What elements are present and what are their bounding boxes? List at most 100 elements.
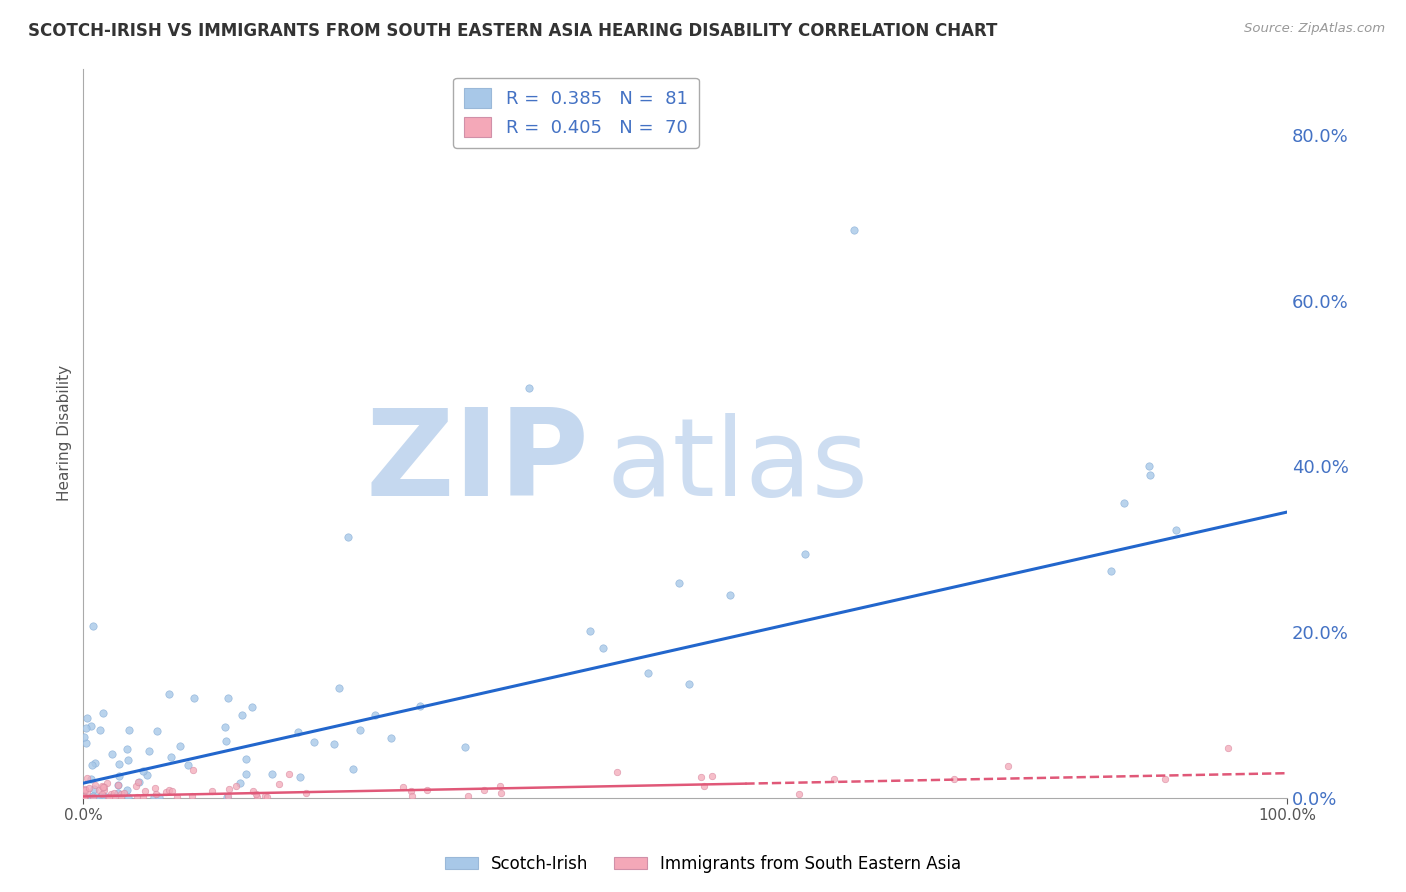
- Point: [148, 790, 170, 805]
- Point: [77, 781, 100, 796]
- Point: [177, 758, 200, 772]
- Point: [201, 784, 224, 798]
- Point: [342, 762, 364, 776]
- Point: [82, 789, 104, 803]
- Point: [94, 790, 117, 805]
- Point: [82, 790, 104, 805]
- Point: [84, 778, 107, 792]
- Point: [157, 687, 180, 701]
- Point: [131, 764, 153, 779]
- Point: [1099, 564, 1122, 578]
- Point: [84, 790, 107, 805]
- Point: [689, 770, 711, 784]
- Point: [842, 223, 865, 237]
- Point: [83, 781, 105, 796]
- Point: [235, 752, 257, 766]
- Point: [127, 775, 149, 789]
- Point: [246, 790, 269, 805]
- Point: [115, 741, 138, 756]
- Point: [79, 772, 101, 786]
- Point: [73, 783, 96, 797]
- Point: [169, 739, 191, 753]
- Point: [155, 785, 177, 799]
- Point: [73, 730, 96, 744]
- Point: [401, 789, 423, 804]
- Text: Source: ZipAtlas.com: Source: ZipAtlas.com: [1244, 22, 1385, 36]
- Point: [89, 790, 111, 805]
- Point: [146, 723, 169, 738]
- Point: [75, 782, 97, 797]
- Point: [134, 784, 156, 798]
- Point: [90, 789, 112, 803]
- Point: [488, 779, 510, 793]
- Point: [183, 691, 205, 706]
- Point: [76, 771, 98, 785]
- Point: [166, 790, 188, 805]
- Point: [93, 782, 115, 797]
- Point: [96, 776, 118, 790]
- Point: [101, 790, 124, 805]
- Point: [592, 640, 614, 655]
- Point: [823, 772, 845, 786]
- Point: [245, 788, 267, 802]
- Point: [401, 784, 423, 798]
- Point: [117, 790, 139, 805]
- Point: [80, 719, 103, 733]
- Legend: R =  0.385   N =  81, R =  0.405   N =  70: R = 0.385 N = 81, R = 0.405 N = 70: [454, 78, 699, 148]
- Point: [73, 790, 96, 805]
- Point: [94, 790, 117, 805]
- Point: [181, 764, 204, 778]
- Point: [132, 790, 155, 805]
- Point: [97, 790, 120, 805]
- Point: [606, 765, 628, 780]
- Point: [472, 782, 495, 797]
- Point: [180, 789, 202, 803]
- Point: [489, 786, 512, 800]
- Point: [143, 781, 166, 796]
- Point: [295, 786, 318, 800]
- Point: [225, 779, 247, 793]
- Text: atlas: atlas: [607, 413, 869, 519]
- Point: [107, 786, 129, 800]
- Point: [328, 681, 350, 696]
- Point: [101, 790, 124, 805]
- Point: [107, 778, 129, 792]
- Point: [91, 780, 114, 794]
- Point: [76, 790, 98, 805]
- Point: [82, 758, 104, 772]
- Point: [128, 775, 150, 789]
- Point: [159, 782, 181, 797]
- Point: [260, 767, 283, 781]
- Point: [103, 785, 125, 799]
- Point: [235, 767, 257, 781]
- Text: ZIP: ZIP: [366, 404, 589, 521]
- Point: [231, 707, 253, 722]
- Y-axis label: Hearing Disability: Hearing Disability: [58, 365, 72, 501]
- Point: [110, 787, 132, 801]
- Point: [391, 780, 413, 794]
- Point: [76, 785, 98, 799]
- Point: [75, 721, 97, 735]
- Point: [143, 790, 166, 805]
- Point: [214, 720, 236, 734]
- Point: [454, 740, 477, 755]
- Point: [80, 790, 103, 805]
- Point: [107, 778, 129, 792]
- Point: [83, 756, 105, 771]
- Point: [408, 698, 430, 713]
- Point: [718, 588, 741, 602]
- Point: [82, 618, 104, 632]
- Point: [73, 790, 96, 805]
- Point: [277, 767, 299, 781]
- Point: [256, 790, 278, 805]
- Point: [240, 699, 263, 714]
- Point: [787, 787, 810, 801]
- Point: [75, 736, 97, 750]
- Point: [87, 783, 110, 797]
- Point: [1154, 772, 1177, 787]
- Point: [215, 734, 238, 748]
- Point: [98, 790, 121, 805]
- Point: [668, 576, 690, 591]
- Point: [457, 789, 479, 804]
- Text: SCOTCH-IRISH VS IMMIGRANTS FROM SOUTH EASTERN ASIA HEARING DISABILITY CORRELATIO: SCOTCH-IRISH VS IMMIGRANTS FROM SOUTH EA…: [28, 22, 997, 40]
